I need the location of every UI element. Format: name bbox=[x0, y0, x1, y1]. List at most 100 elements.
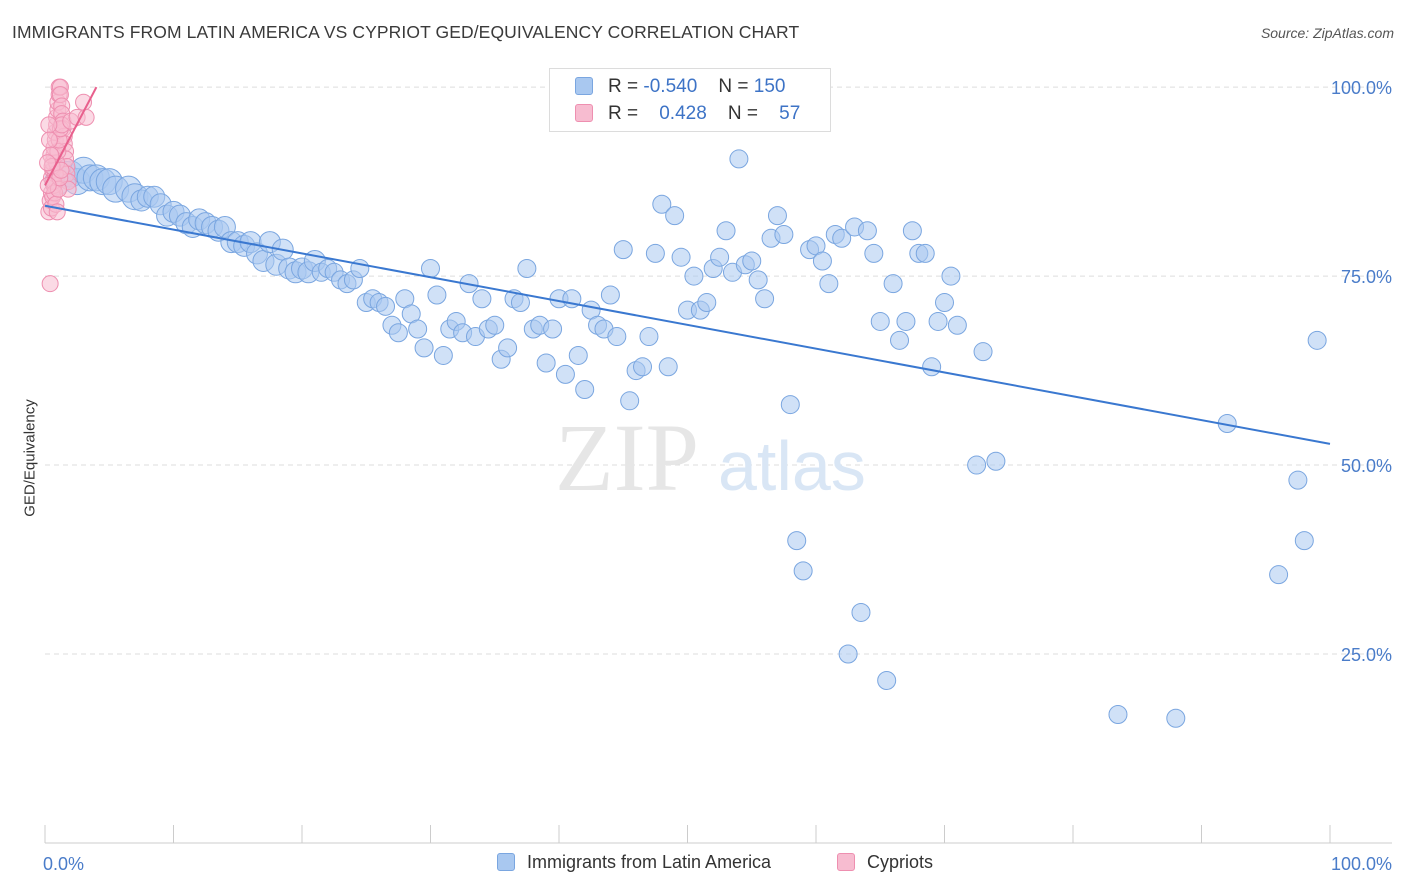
chart-title: IMMIGRANTS FROM LATIN AMERICA VS CYPRIOT… bbox=[12, 22, 800, 42]
data-point-latin bbox=[613, 240, 633, 260]
data-point-latin bbox=[864, 243, 884, 263]
data-point-latin bbox=[485, 315, 505, 335]
y-tick-label: 100.0% bbox=[1331, 78, 1392, 98]
data-point-cypriot bbox=[39, 154, 57, 172]
legend-label-latin: Immigrants from Latin America bbox=[527, 852, 772, 872]
data-point-latin bbox=[915, 243, 935, 263]
legend-r-value: -0.540 bbox=[643, 76, 698, 97]
tick-labels: 25.0% 50.0% 75.0% 100.0% 0.0% 100.0% bbox=[43, 78, 1392, 874]
data-point-latin bbox=[986, 451, 1006, 471]
data-point-latin bbox=[427, 285, 447, 305]
data-point-latin bbox=[774, 225, 794, 245]
data-point-latin bbox=[543, 319, 563, 339]
data-point-latin bbox=[1108, 705, 1128, 724]
data-point-latin bbox=[780, 395, 800, 415]
data-point-latin bbox=[870, 311, 890, 331]
data-point-cypriot bbox=[40, 131, 58, 149]
data-point-latin bbox=[408, 319, 428, 339]
data-point-latin bbox=[376, 296, 396, 316]
data-point-latin bbox=[472, 289, 492, 309]
watermark-atlas: atlas bbox=[718, 427, 866, 505]
data-point-latin bbox=[812, 251, 832, 271]
trend-lines bbox=[44, 86, 1331, 445]
data-point-latin bbox=[600, 285, 620, 305]
data-point-latin bbox=[607, 327, 627, 347]
data-point-latin bbox=[1166, 708, 1186, 728]
legend-swatch-cypriots bbox=[575, 104, 593, 122]
data-point-latin bbox=[658, 357, 678, 377]
data-point-latin bbox=[767, 206, 787, 226]
y-tick-label: 25.0% bbox=[1341, 645, 1392, 665]
data-point-latin bbox=[414, 338, 434, 358]
data-point-latin bbox=[922, 357, 942, 377]
data-point-latin bbox=[645, 243, 665, 263]
data-point-latin bbox=[421, 259, 440, 279]
data-point-latin bbox=[896, 311, 916, 331]
y-tick-label: 50.0% bbox=[1341, 456, 1392, 476]
data-point-latin bbox=[652, 194, 672, 214]
correlation-legend: R = -0.540 N = 150 R = 0.428 N = 57 bbox=[549, 68, 831, 132]
data-point-latin bbox=[883, 274, 903, 294]
legend-swatch-latin bbox=[497, 853, 515, 871]
data-point-latin bbox=[729, 149, 749, 169]
watermark-zip: ZIP bbox=[555, 404, 699, 511]
data-point-latin bbox=[1307, 330, 1327, 350]
data-point-cypriot bbox=[40, 116, 58, 134]
trend-line-cypriots bbox=[44, 86, 98, 186]
data-point-latin bbox=[517, 259, 537, 279]
legend-n-label: N = bbox=[727, 103, 759, 124]
source-credit: Source: ZipAtlas.com bbox=[1260, 25, 1394, 41]
data-point-latin bbox=[902, 221, 922, 241]
data-point-latin bbox=[510, 293, 530, 313]
data-point-latin bbox=[935, 293, 954, 313]
gridlines bbox=[45, 86, 1392, 655]
data-point-latin bbox=[967, 455, 987, 475]
legend-swatch-cypriots bbox=[837, 853, 855, 871]
data-point-latin bbox=[890, 330, 910, 350]
data-point-latin bbox=[748, 270, 768, 290]
data-point-latin bbox=[639, 327, 659, 347]
data-point-latin bbox=[555, 364, 575, 384]
data-point-latin bbox=[665, 206, 685, 226]
y-tick-label: 75.0% bbox=[1341, 267, 1392, 287]
data-point-latin bbox=[838, 644, 858, 664]
legend-label-cypriots: Cypriots bbox=[867, 852, 934, 872]
data-point-latin bbox=[755, 289, 775, 309]
legend-n-value: 150 bbox=[753, 76, 786, 97]
data-point-latin bbox=[787, 531, 807, 551]
data-point-latin bbox=[388, 323, 408, 343]
data-point-latin bbox=[819, 274, 839, 294]
legend-n-label: N = bbox=[718, 76, 749, 97]
data-point-latin bbox=[851, 602, 871, 622]
legend-swatch-latin bbox=[575, 77, 593, 95]
data-point-latin bbox=[671, 247, 691, 267]
trend-line-latin bbox=[44, 204, 1331, 445]
legend-r-label: R = bbox=[608, 103, 639, 124]
data-point-latin bbox=[697, 293, 717, 313]
data-point-latin bbox=[1269, 565, 1289, 585]
data-point-latin bbox=[620, 391, 640, 411]
data-point-latin bbox=[1294, 531, 1314, 551]
data-point-latin bbox=[947, 315, 967, 335]
data-point-latin bbox=[568, 345, 588, 365]
data-point-latin bbox=[716, 221, 736, 241]
data-point-latin bbox=[973, 342, 993, 362]
data-point-latin bbox=[742, 251, 762, 271]
data-point-latin bbox=[684, 266, 704, 286]
data-point-latin bbox=[928, 311, 948, 331]
legend-r-value: 0.428 bbox=[659, 103, 707, 124]
data-point-latin bbox=[941, 266, 961, 286]
data-point-latin bbox=[877, 670, 897, 690]
data-point-latin bbox=[498, 338, 518, 358]
x-tick-label: 0.0% bbox=[43, 854, 84, 874]
series-latin-america-points bbox=[44, 149, 1327, 728]
data-point-latin bbox=[857, 221, 877, 241]
legend-n-value: 57 bbox=[779, 103, 801, 124]
data-point-latin bbox=[832, 228, 852, 248]
legend-r-label: R = bbox=[608, 76, 639, 97]
data-point-cypriot bbox=[41, 275, 59, 293]
data-point-latin bbox=[710, 247, 730, 267]
series-cypriots-points bbox=[39, 78, 95, 293]
data-point-latin bbox=[433, 345, 453, 365]
